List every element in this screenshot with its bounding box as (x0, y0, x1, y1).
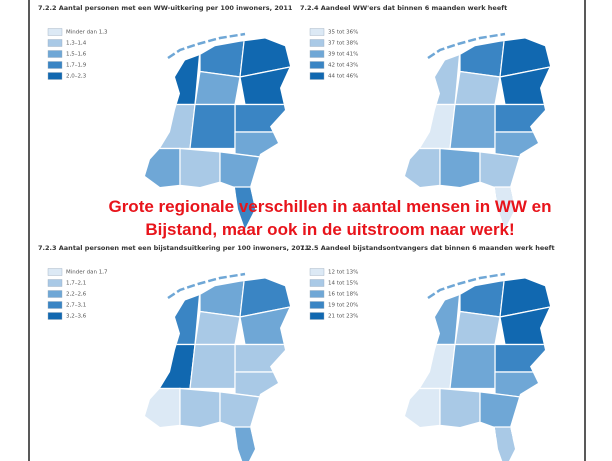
islands (427, 272, 506, 300)
legend-label: 16 tot 18% (328, 292, 358, 298)
legend-label: 1,3–1,4 (66, 41, 87, 47)
islands (167, 272, 246, 300)
legend-swatch (309, 268, 325, 276)
legend-swatch (47, 39, 63, 47)
overlay-line: Grote regionale verschillen in aantal me… (108, 197, 551, 216)
legend-swatch (47, 312, 63, 320)
legend-swatch (47, 61, 63, 69)
legend-swatch (47, 279, 63, 287)
panel-title: 7.2.3 Aantal personen met een bijstandsu… (38, 244, 310, 252)
islands (427, 32, 506, 60)
legend-label: 1,7–1,9 (66, 63, 87, 69)
region (194, 310, 241, 346)
legend-label: 2,2–2,6 (66, 292, 87, 298)
legend-label: Minder dan 1,7 (66, 270, 108, 276)
legend-label: 37 tot 38% (328, 41, 358, 47)
region (449, 343, 496, 390)
legend-swatch (309, 279, 325, 287)
legend-swatch (309, 72, 325, 80)
legend-swatch (309, 39, 325, 47)
legend-label: 42 tot 43% (328, 63, 358, 69)
legend-label: 21 tot 23% (328, 314, 358, 320)
panel-title: 7.2.4 Aandeel WW'ers dat binnen 6 maande… (300, 4, 507, 12)
legend-label: 14 tot 15% (328, 281, 358, 287)
legend-swatch (47, 290, 63, 298)
legend-label: 19 tot 20% (328, 303, 358, 309)
legend-swatch (47, 301, 63, 309)
panel-title: 7.2.5 Aandeel bijstandsontvangers dat bi… (300, 244, 555, 252)
legend-swatch (309, 290, 325, 298)
legend-label: 2,0–2,3 (66, 74, 87, 80)
legend-label: 1,7–2,1 (66, 281, 86, 287)
legend-swatch (309, 50, 325, 58)
panel-title: 7.2.2 Aantal personen met een WW-uitkeri… (38, 4, 293, 12)
region (449, 103, 496, 150)
legend-label: 39 tot 41% (328, 52, 358, 58)
legend-swatch (309, 28, 325, 36)
legend-label: 44 tot 46% (328, 74, 358, 80)
legend-label: Minder dan 1,3 (66, 30, 108, 36)
legend-swatch (47, 28, 63, 36)
region (454, 310, 501, 346)
region (189, 343, 236, 390)
legend-label: 1,5–1,6 (66, 52, 87, 58)
region (194, 70, 241, 106)
legend-swatch (309, 312, 325, 320)
legend-swatch (309, 301, 325, 309)
legend-swatch (47, 72, 63, 80)
legend-swatch (309, 61, 325, 69)
region (189, 103, 236, 150)
legend-label: 12 tot 13% (328, 270, 358, 276)
legend-label: 35 tot 36% (328, 30, 358, 36)
region (454, 70, 501, 106)
legend-swatch (47, 50, 63, 58)
legend-label: 2,7–3,1 (66, 303, 86, 309)
legend-swatch (47, 268, 63, 276)
legend-label: 3,2–3,6 (66, 314, 87, 320)
overlay-line: Bijstand, maar ook in de uitstroom naar … (145, 220, 514, 239)
islands (167, 32, 246, 60)
